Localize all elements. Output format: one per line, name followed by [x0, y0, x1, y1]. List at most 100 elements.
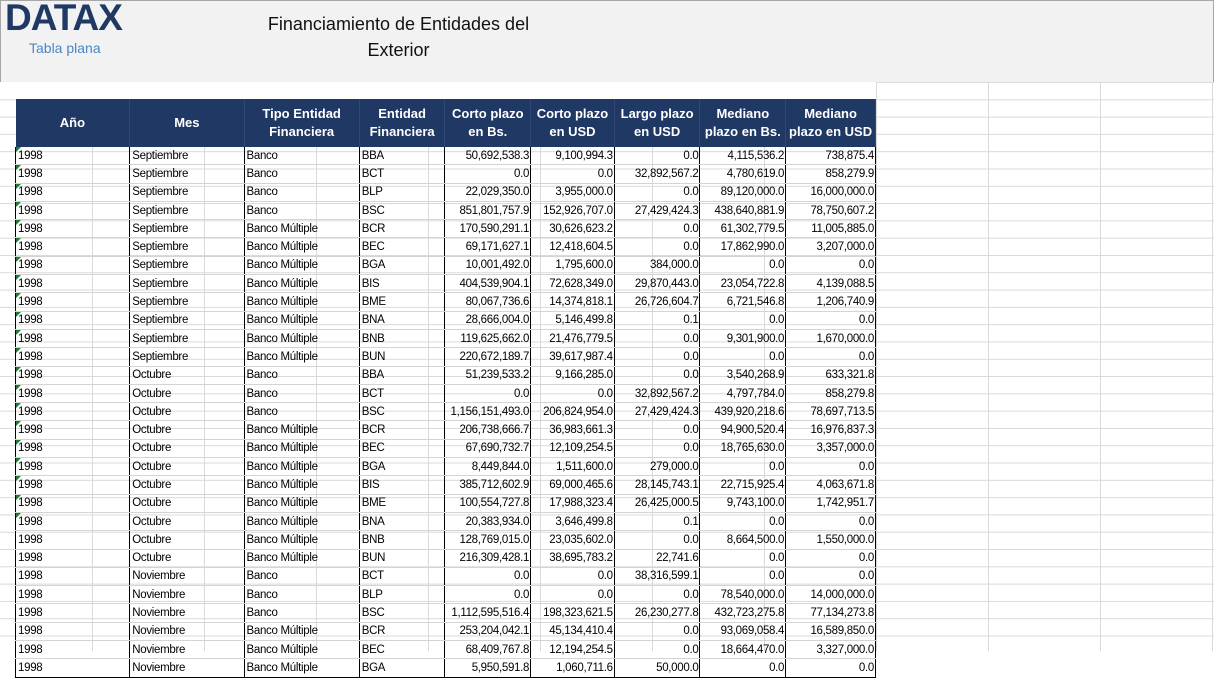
table-cell[interactable]: 4,063,671.8	[785, 475, 876, 495]
table-cell[interactable]: 1998	[14, 603, 131, 623]
table-cell[interactable]: 0.0	[699, 457, 787, 477]
table-cell[interactable]: 26,726,604.7	[614, 292, 701, 312]
table-cell[interactable]: BIS	[359, 475, 446, 495]
table-cell[interactable]: 89,120,000.0	[699, 183, 787, 202]
table-cell[interactable]: 851,801,757.9	[444, 201, 532, 221]
column-header[interactable]: Mediano plazo en USD	[785, 99, 876, 147]
table-cell[interactable]: 1,742,951.7	[785, 494, 876, 513]
table-cell[interactable]: Septiembre	[129, 329, 245, 349]
table-cell[interactable]: 3,357,000.0	[785, 439, 876, 459]
table-cell[interactable]: 0.0	[785, 567, 876, 587]
table-cell[interactable]: 1998	[14, 475, 131, 495]
table-cell[interactable]: 3,540,268.9	[699, 366, 787, 385]
table-cell[interactable]: 198,323,621.5	[530, 603, 615, 623]
table-cell[interactable]: BCR	[359, 420, 446, 440]
table-cell[interactable]: 439,920,218.6	[699, 402, 787, 422]
column-header[interactable]: Largo plazo en USD	[614, 99, 701, 147]
table-cell[interactable]: BLP	[359, 585, 446, 605]
table-cell[interactable]: 11,005,885.0	[785, 219, 876, 239]
table-cell[interactable]: 4,797,784.0	[699, 384, 787, 404]
table-cell[interactable]: Banco Múltiple	[244, 640, 360, 660]
column-header[interactable]: Corto plazo en Bs.	[444, 99, 532, 147]
table-cell[interactable]: 1,206,740.9	[785, 292, 876, 312]
table-cell[interactable]: 432,723,275.8	[699, 603, 787, 623]
table-cell[interactable]: 4,115,536.2	[699, 147, 787, 166]
column-header[interactable]: Mediano plazo en Bs.	[699, 99, 787, 147]
table-cell[interactable]: Octubre	[129, 420, 245, 440]
table-cell[interactable]: Banco	[244, 201, 360, 221]
table-cell[interactable]: 384,000.0	[614, 256, 701, 276]
table-cell[interactable]: 32,892,567.2	[614, 384, 701, 404]
table-cell[interactable]: BSC	[359, 201, 446, 221]
table-cell[interactable]: BBA	[359, 366, 446, 385]
table-cell[interactable]: 1998	[14, 658, 131, 678]
table-cell[interactable]: Octubre	[129, 457, 245, 477]
table-cell[interactable]: Banco Múltiple	[244, 622, 360, 642]
table-cell[interactable]: 3,207,000.0	[785, 237, 876, 257]
table-cell[interactable]: 1998	[14, 292, 131, 312]
table-cell[interactable]: 78,697,713.5	[785, 402, 876, 422]
table-cell[interactable]: Banco Múltiple	[244, 494, 360, 513]
table-cell[interactable]: Septiembre	[129, 164, 245, 184]
table-cell[interactable]: 385,712,602.9	[444, 475, 532, 495]
table-cell[interactable]: 0.0	[785, 658, 876, 678]
table-cell[interactable]: 1,670,000.0	[785, 329, 876, 349]
table-cell[interactable]: 1,550,000.0	[785, 530, 876, 550]
table-cell[interactable]: Noviembre	[129, 567, 245, 587]
table-cell[interactable]: 279,000.0	[614, 457, 701, 477]
table-cell[interactable]: 0.0	[614, 622, 701, 642]
table-cell[interactable]: 39,617,987.4	[530, 347, 615, 367]
table-cell[interactable]: BME	[359, 494, 446, 513]
table-cell[interactable]: 27,429,424.3	[614, 402, 701, 422]
table-cell[interactable]: 0.0	[785, 512, 876, 532]
table-cell[interactable]: 72,628,349.0	[530, 274, 615, 294]
column-header[interactable]: Año	[15, 99, 131, 147]
table-cell[interactable]: 5,146,499.8	[530, 311, 615, 330]
table-cell[interactable]: 1998	[14, 366, 131, 385]
table-cell[interactable]: 18,664,470.0	[699, 640, 787, 660]
table-cell[interactable]: Octubre	[129, 384, 245, 404]
table-cell[interactable]: 26,425,000.5	[614, 494, 701, 513]
column-header[interactable]: Mes	[129, 99, 245, 147]
table-cell[interactable]: 18,765,630.0	[699, 439, 787, 459]
table-cell[interactable]: Noviembre	[129, 585, 245, 605]
table-cell[interactable]: 38,316,599.1	[614, 567, 701, 587]
table-cell[interactable]: Octubre	[129, 475, 245, 495]
table-cell[interactable]: 0.0	[614, 329, 701, 349]
table-cell[interactable]: BSC	[359, 603, 446, 623]
table-cell[interactable]: 0.0	[699, 512, 787, 532]
table-cell[interactable]: 0.0	[444, 384, 532, 404]
table-cell[interactable]: 69,000,465.6	[530, 475, 615, 495]
table-cell[interactable]: Septiembre	[129, 256, 245, 276]
table-cell[interactable]: 16,000,000.0	[785, 183, 876, 202]
table-cell[interactable]: Septiembre	[129, 347, 245, 367]
table-cell[interactable]: 12,418,604.5	[530, 237, 615, 257]
table-cell[interactable]: BCT	[359, 567, 446, 587]
table-cell[interactable]: 0.0	[699, 658, 787, 678]
table-cell[interactable]: 206,824,954.0	[530, 402, 615, 422]
table-cell[interactable]: Banco Múltiple	[244, 457, 360, 477]
table-cell[interactable]: 0.0	[614, 420, 701, 440]
table-cell[interactable]: BLP	[359, 183, 446, 202]
table-cell[interactable]: 0.0	[785, 457, 876, 477]
table-cell[interactable]: 119,625,662.0	[444, 329, 532, 349]
table-cell[interactable]: 152,926,707.0	[530, 201, 615, 221]
table-cell[interactable]: 4,139,088.5	[785, 274, 876, 294]
table-cell[interactable]: 1,060,711.6	[530, 658, 615, 678]
table-cell[interactable]: Banco Múltiple	[244, 475, 360, 495]
table-cell[interactable]: 17,988,323.4	[530, 494, 615, 513]
table-cell[interactable]: 30,626,623.2	[530, 219, 615, 239]
table-cell[interactable]: Banco Múltiple	[244, 219, 360, 239]
table-cell[interactable]: Octubre	[129, 402, 245, 422]
table-cell[interactable]: 1998	[14, 183, 131, 202]
table-cell[interactable]: 0.0	[444, 585, 532, 605]
table-cell[interactable]: BNB	[359, 530, 446, 550]
table-cell[interactable]: Banco Múltiple	[244, 439, 360, 459]
table-cell[interactable]: 0.0	[614, 219, 701, 239]
table-cell[interactable]: 0.0	[699, 549, 787, 568]
table-cell[interactable]: 1998	[14, 347, 131, 367]
table-cell[interactable]: 1998	[14, 530, 131, 550]
table-cell[interactable]: 12,109,254.5	[530, 439, 615, 459]
table-cell[interactable]: Banco Múltiple	[244, 237, 360, 257]
table-cell[interactable]: 1998	[14, 311, 131, 330]
